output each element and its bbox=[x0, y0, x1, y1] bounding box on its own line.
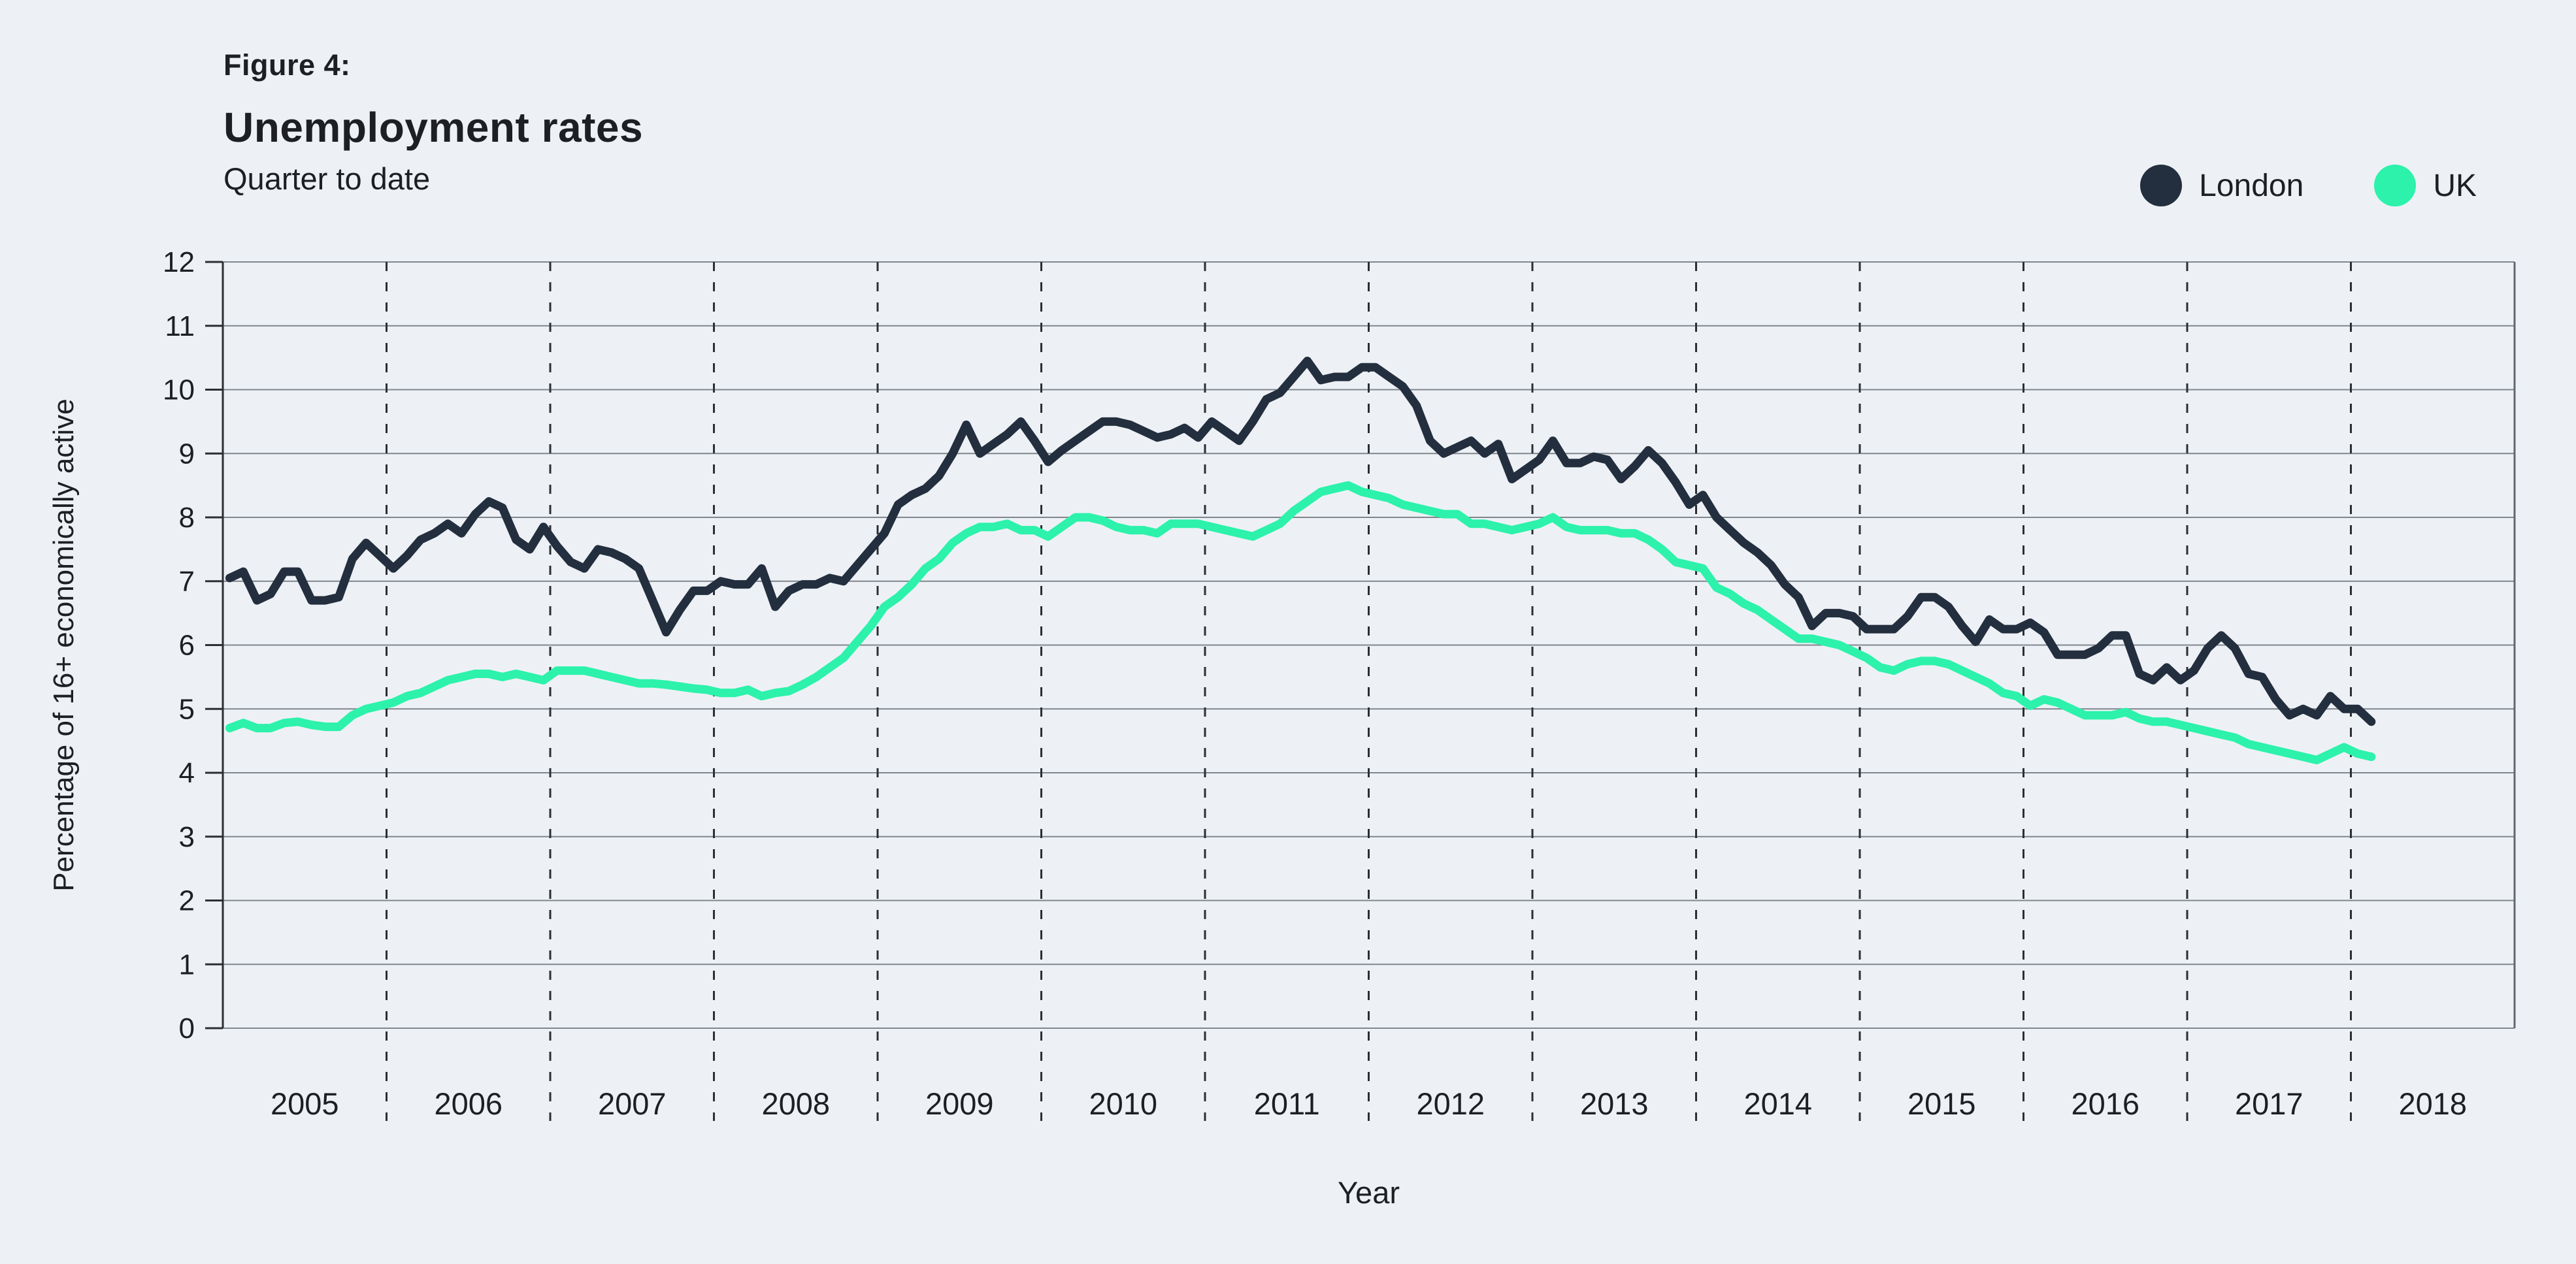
x-year-label: 2012 bbox=[1416, 1086, 1485, 1121]
chart-subtitle: Quarter to date bbox=[223, 161, 431, 196]
y-tick-label: 7 bbox=[179, 566, 195, 598]
y-tick-label: 3 bbox=[179, 821, 195, 853]
legend-label-london: London bbox=[2199, 168, 2304, 203]
x-year-label: 2008 bbox=[761, 1086, 830, 1121]
x-year-label: 2009 bbox=[925, 1086, 994, 1121]
x-year-label: 2007 bbox=[598, 1086, 667, 1121]
series-line-UK bbox=[225, 481, 2376, 764]
chart-header: Figure 4: Unemployment rates Quarter to … bbox=[223, 48, 643, 197]
london-series-dot-icon bbox=[2140, 165, 2183, 206]
x-year-label: 2015 bbox=[1907, 1086, 1976, 1121]
legend-label-uk: UK bbox=[2433, 168, 2477, 203]
y-tick-label: 10 bbox=[163, 374, 195, 406]
x-year-label: 2005 bbox=[271, 1086, 339, 1121]
figure-label: Figure 4: bbox=[223, 48, 351, 82]
legend: London UK bbox=[2140, 165, 2477, 206]
y-tick-label: 8 bbox=[179, 502, 195, 534]
x-year-label: 2016 bbox=[2071, 1086, 2139, 1121]
x-year-label: 2014 bbox=[1743, 1086, 1812, 1121]
legend-item-london: London bbox=[2140, 165, 2304, 206]
x-year-label: 2018 bbox=[2398, 1086, 2467, 1121]
y-tick-label: 12 bbox=[163, 246, 195, 278]
y-tick-label: 4 bbox=[179, 757, 195, 789]
uk-series-dot-icon bbox=[2374, 165, 2417, 206]
y-tick-label: 6 bbox=[179, 630, 195, 662]
x-year-label: 2013 bbox=[1580, 1086, 1649, 1121]
y-tick-label: 9 bbox=[179, 438, 195, 470]
x-year-label: 2010 bbox=[1089, 1086, 1157, 1121]
y-axis-title: Percentage of 16+ economically active bbox=[48, 398, 80, 892]
y-tick-label: 0 bbox=[179, 1013, 195, 1045]
page-title: Unemployment rates bbox=[223, 104, 644, 151]
y-tick-label: 2 bbox=[179, 885, 195, 917]
y-tick-label: 11 bbox=[165, 310, 195, 342]
x-year-label: 2011 bbox=[1254, 1086, 1320, 1121]
x-axis-title: Year bbox=[1338, 1175, 1400, 1210]
y-tick-label: 5 bbox=[179, 693, 195, 725]
y-tick-label: 1 bbox=[179, 948, 195, 980]
x-year-label: 2017 bbox=[2235, 1086, 2304, 1121]
x-year-label: 2006 bbox=[434, 1086, 503, 1121]
series-line-London bbox=[225, 357, 2376, 726]
legend-item-uk: UK bbox=[2374, 165, 2477, 206]
